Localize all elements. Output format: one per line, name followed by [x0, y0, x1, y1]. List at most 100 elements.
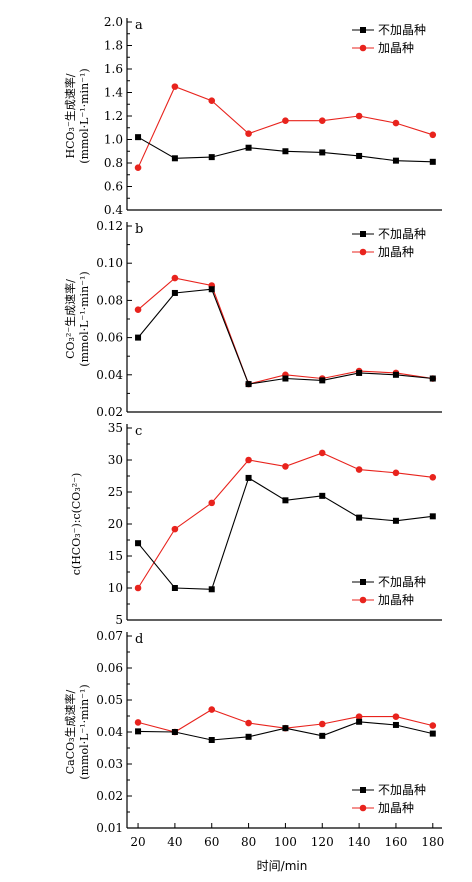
data-point: [282, 148, 289, 155]
data-point: [245, 381, 252, 388]
data-point: [245, 474, 252, 481]
data-point: [429, 158, 436, 165]
data-point: [356, 718, 363, 725]
data-point: [135, 334, 142, 341]
data-point: [429, 513, 436, 520]
legend-label: 不加晶种: [378, 23, 426, 37]
data-point: [392, 157, 399, 164]
y-axis-label: (mmol·L⁻¹·min⁻¹): [78, 684, 91, 779]
legend-marker: [359, 248, 367, 256]
y-tick-label: 0.4: [104, 203, 123, 217]
x-tick-label: 160: [384, 835, 407, 849]
data-point: [245, 144, 252, 151]
x-tick-label: 140: [348, 835, 371, 849]
data-point: [355, 713, 363, 720]
y-tick-label: 0.06: [96, 661, 123, 675]
data-point: [245, 719, 252, 727]
data-point: [208, 586, 215, 593]
panel-label: b: [135, 222, 143, 237]
y-axis-label: CO₃²⁻生成速率/: [63, 279, 77, 359]
y-tick-label: 0.02: [96, 405, 123, 419]
y-tick-label: 0.04: [96, 368, 123, 382]
data-point: [319, 149, 326, 156]
data-point: [282, 463, 289, 470]
data-point: [208, 499, 216, 507]
data-point: [429, 730, 436, 737]
data-point: [171, 289, 178, 296]
data-point: [429, 375, 436, 382]
panel-a: 0.4 0.6 0.8 1.0 1.2 1.4 1.6 1.8 2.0 a HCO₃⁻生成速率/(m…: [63, 15, 442, 217]
y-tick-label: 0.05: [96, 693, 123, 707]
data-point: [392, 469, 400, 477]
y-tick-label: 1.4: [104, 86, 123, 100]
y-tick-label: 0.01: [96, 821, 123, 835]
legend-label: 不加晶种: [378, 227, 426, 241]
panel-b: 0.02 0.04 0.06 0.08 0.10 0.12 b CO₃²⁻生成速率/(mmol…: [63, 219, 442, 419]
legend-label: 加晶种: [378, 245, 414, 259]
data-point: [282, 117, 289, 124]
y-axis-label: c(HCO₃⁻):c(CO₃²⁻): [70, 473, 83, 576]
data-point: [208, 706, 216, 713]
panel-label: a: [135, 18, 143, 33]
y-axis-label: (mmol·L⁻¹·min⁻¹): [78, 68, 91, 163]
y-tick-label: 0.12: [96, 219, 123, 233]
y-axis-label: HCO₃⁻生成速率/: [63, 73, 77, 158]
legend-label: 不加晶种: [378, 783, 426, 797]
data-point: [208, 97, 216, 105]
data-point: [429, 131, 437, 139]
y-tick-label: 10: [108, 581, 123, 595]
data-point: [135, 728, 142, 735]
y-tick-label: 0.06: [96, 331, 123, 345]
legend-marker: [360, 231, 366, 237]
legend-marker: [359, 804, 367, 812]
x-tick-label: 100: [274, 835, 297, 849]
data-point: [392, 713, 400, 720]
data-point: [318, 720, 326, 728]
data-point: [356, 514, 363, 521]
panel-d: 0.01 0.02 0.03 0.04 0.05 0.06 0.07 d CaCO₃生成速率/(…: [63, 629, 442, 835]
data-point: [134, 306, 142, 314]
data-point: [208, 286, 215, 293]
data-point: [171, 274, 179, 282]
y-axis-label: CaCO₃生成速率/: [63, 689, 77, 774]
y-tick-label: 1.2: [104, 109, 123, 123]
y-axis-label: (mmol·L⁻¹·min⁻¹): [78, 271, 91, 366]
data-point: [135, 540, 142, 547]
data-point: [135, 134, 142, 141]
data-point: [171, 729, 178, 735]
data-point: [134, 584, 142, 592]
x-tick-label: 120: [311, 835, 334, 849]
legend-label: 加晶种: [378, 593, 414, 607]
x-tick-label: 40: [167, 835, 182, 849]
x-axis-label: 时间/min: [257, 859, 308, 873]
y-tick-label: 5: [115, 613, 123, 627]
y-tick-label: 25: [108, 485, 123, 499]
legend-label: 加晶种: [378, 801, 414, 815]
panel-label: d: [135, 632, 143, 647]
data-point: [134, 164, 142, 171]
y-tick-label: 0.07: [96, 629, 123, 643]
data-point: [392, 119, 400, 127]
data-point: [318, 449, 326, 457]
data-point: [208, 737, 215, 743]
data-point: [171, 525, 179, 533]
data-point: [319, 732, 326, 739]
panel-label: c: [135, 424, 142, 439]
legend-marker: [359, 596, 367, 604]
data-point: [429, 473, 437, 481]
data-point: [355, 112, 363, 120]
x-tick-label: 60: [204, 835, 219, 849]
y-tick-label: 0.02: [96, 789, 123, 803]
y-tick-label: 35: [108, 421, 123, 435]
data-point: [282, 497, 289, 504]
data-point: [134, 719, 142, 726]
x-tick-label: 80: [241, 835, 256, 849]
panels-group: 0.40.60.81.01.21.41.61.82.0 aHCO₃⁻生成速率/(m…: [63, 15, 442, 835]
y-tick-label: 2.0: [104, 15, 123, 29]
data-point: [429, 722, 437, 729]
data-point: [392, 371, 399, 378]
y-tick-label: 0.03: [96, 757, 123, 771]
y-tick-label: 0.6: [104, 180, 123, 194]
legend-label: 加晶种: [378, 41, 414, 55]
